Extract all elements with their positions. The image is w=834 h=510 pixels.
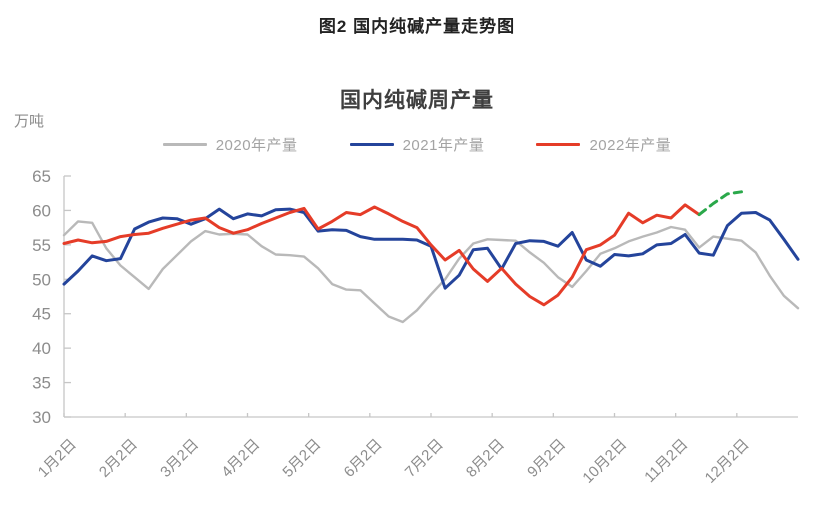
legend-label: 2022年产量 — [589, 137, 672, 154]
page-title: 图2 国内纯碱产量走势图 — [318, 17, 516, 36]
series-line-y2022 — [62, 203, 701, 307]
y-tick-label: 65 — [32, 167, 51, 186]
y-axis-unit-label: 万吨 — [14, 113, 45, 130]
x-tick-label: 11月2日 — [641, 436, 691, 486]
x-tick-label: 6月2日 — [341, 436, 386, 481]
legend-swatch-y2021 — [349, 143, 394, 146]
legend-item-y2020[interactable]: 2020年产量 — [162, 134, 298, 155]
series-line-forecast — [697, 190, 743, 217]
legend-label: 2021年产量 — [402, 137, 485, 154]
x-tick-label: 5月2日 — [279, 436, 324, 481]
x-tick-label: 3月2日 — [157, 436, 202, 481]
x-tick-label: 7月2日 — [402, 436, 447, 481]
y-tick-label: 40 — [32, 339, 51, 358]
y-tick-label: 35 — [32, 374, 51, 393]
x-tick-label: 12月2日 — [702, 436, 753, 487]
legend-swatch-y2020 — [162, 143, 207, 146]
series-line-y2021 — [62, 207, 800, 290]
legend-item-y2022[interactable]: 2022年产量 — [536, 134, 671, 155]
x-tick-label: 2月2日 — [96, 436, 141, 481]
chart-legend: 2020年产量 2021年产量 2022年产量 — [0, 134, 834, 155]
y-tick-label: 55 — [32, 236, 51, 255]
y-tick-label: 30 — [32, 408, 51, 427]
y-tick-label: 60 — [32, 201, 51, 220]
x-tick-label: 10月2日 — [579, 436, 630, 487]
y-tick-label: 45 — [32, 305, 51, 324]
legend-item-y2021[interactable]: 2021年产量 — [349, 134, 485, 155]
x-tick-label: 1月2日 — [35, 436, 80, 481]
x-tick-label: 4月2日 — [218, 436, 263, 481]
chart-title: 国内纯碱周产量 — [340, 89, 494, 112]
series-line-y2020 — [62, 220, 800, 324]
legend-label: 2020年产量 — [215, 137, 298, 154]
y-tick-label: 50 — [32, 270, 51, 289]
x-tick-label: 8月2日 — [463, 436, 508, 481]
x-tick-label: 9月2日 — [524, 436, 569, 481]
legend-swatch-y2022 — [536, 143, 581, 146]
